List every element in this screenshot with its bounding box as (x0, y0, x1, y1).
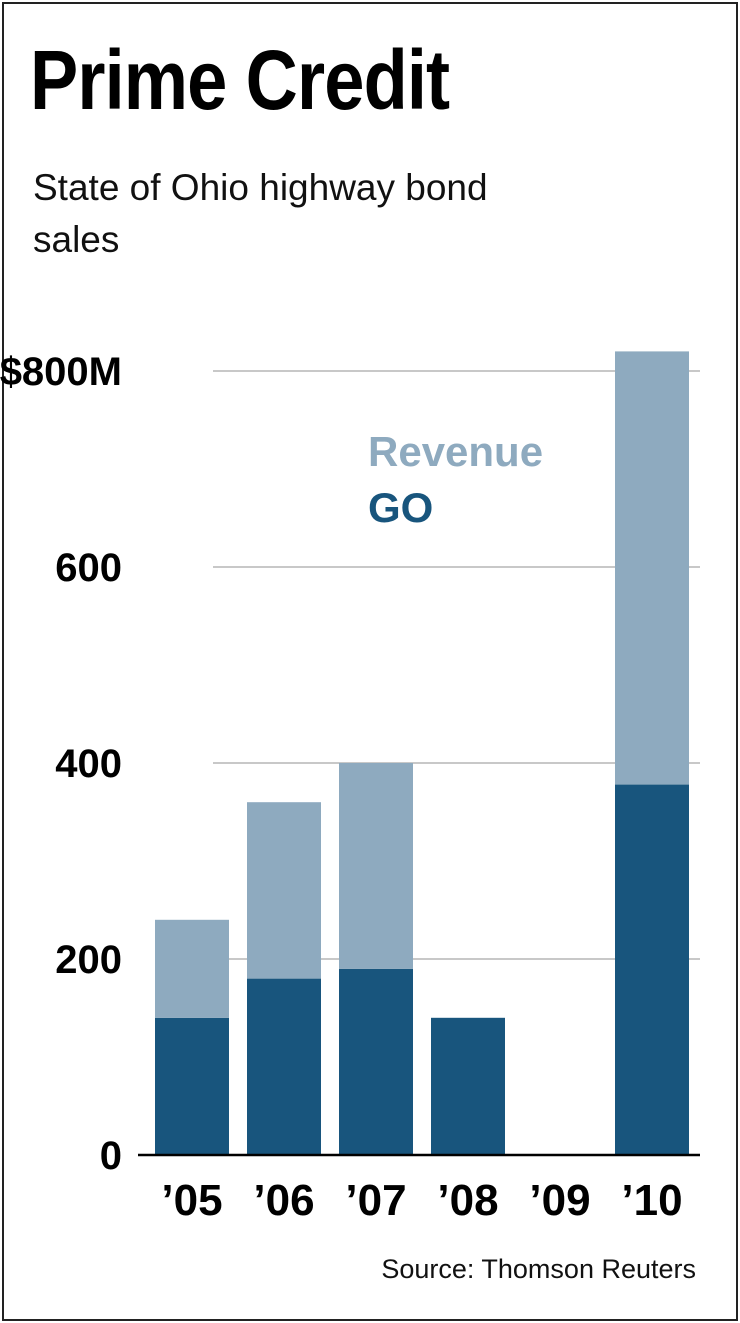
bars (155, 351, 689, 1155)
x-tick-label-2009: ’09 (529, 1176, 590, 1225)
y-tick-label-200: 200 (55, 938, 122, 982)
chart-subtitle: State of Ohio highway bond sales (33, 167, 488, 260)
source-note: Source: Thomson Reuters (381, 1254, 696, 1284)
x-tick-label-2007: ’07 (345, 1176, 406, 1225)
bar-go-2006 (247, 978, 321, 1155)
x-tick-label-2006: ’06 (253, 1176, 314, 1225)
bar-revenue-2005 (155, 919, 229, 1018)
legend-entry-go: GO (368, 484, 433, 531)
x-tick-label-2008: ’08 (437, 1176, 498, 1225)
y-tick-label-600: 600 (55, 546, 122, 590)
bar-go-2010 (615, 784, 689, 1155)
bar-revenue-2006 (247, 802, 321, 979)
x-tick-labels: ’05 ’06 ’07 ’08 ’09 ’10 (161, 1176, 682, 1225)
legend: Revenue GO (368, 428, 543, 531)
y-tick-labels: 0 200 400 600 $800M (0, 350, 122, 1178)
bar-go-2005 (155, 1017, 229, 1155)
bar-revenue-2010 (615, 351, 689, 785)
x-tick-label-2005: ’05 (161, 1176, 222, 1225)
bar-revenue-2007 (339, 763, 413, 969)
y-tick-label-0: 0 (100, 1134, 122, 1178)
y-tick-label-400: 400 (55, 742, 122, 786)
y-tick-label-800: $800M (0, 350, 122, 394)
x-tick-label-2010: ’10 (621, 1176, 682, 1225)
bar-go-2008 (431, 1017, 505, 1155)
chart-title: Prime Credit (30, 33, 450, 127)
bar-go-2007 (339, 968, 413, 1155)
legend-entry-revenue: Revenue (368, 428, 543, 475)
